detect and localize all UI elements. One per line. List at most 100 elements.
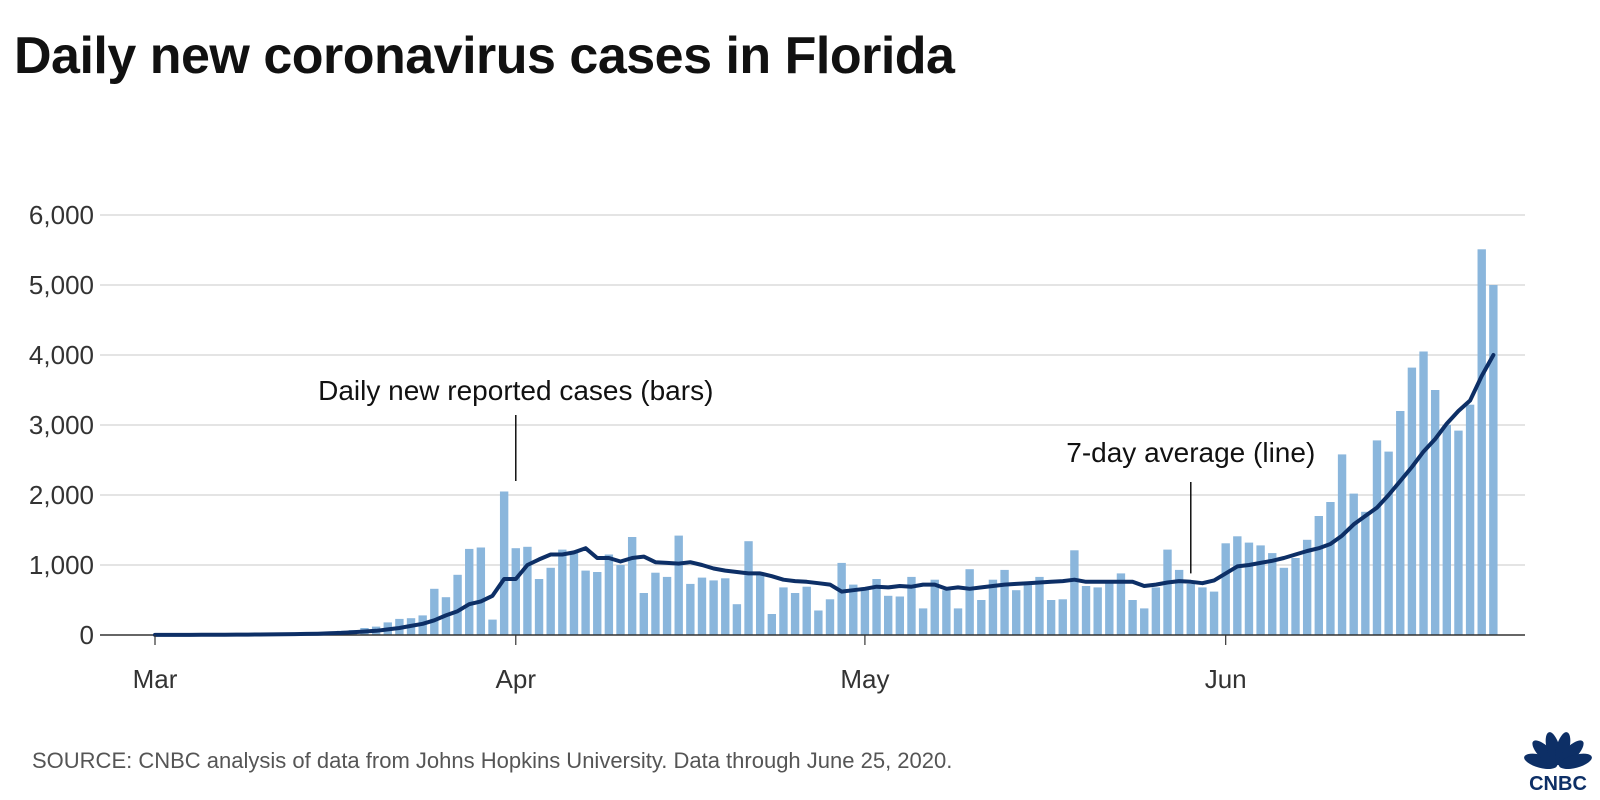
bar — [1023, 584, 1033, 635]
source-note: SOURCE: CNBC analysis of data from Johns… — [32, 748, 953, 773]
bar — [884, 595, 893, 635]
bar — [1349, 493, 1358, 635]
y-tick-label: 6,000 — [29, 200, 94, 230]
bar — [860, 587, 870, 635]
bar — [1419, 351, 1428, 635]
bar — [1105, 581, 1114, 635]
bar — [686, 583, 695, 635]
bar — [1430, 390, 1440, 635]
bar — [1337, 454, 1347, 635]
bar — [616, 565, 625, 635]
bar — [953, 608, 963, 635]
bar — [488, 619, 497, 635]
bar — [1140, 608, 1149, 635]
y-tick-label: 4,000 — [29, 340, 94, 370]
bar — [1256, 545, 1265, 635]
bar — [697, 577, 707, 635]
bar — [1314, 516, 1323, 635]
bar — [465, 548, 474, 635]
bar — [779, 587, 788, 635]
bar — [1407, 367, 1417, 635]
bar — [814, 610, 823, 635]
bar — [1489, 285, 1498, 635]
y-axis-tick-labels: 0 1,000 2,000 3,000 4,000 5,000 6,000 — [29, 200, 94, 650]
bar — [1291, 558, 1300, 635]
bar — [1081, 586, 1091, 635]
bar — [1046, 600, 1056, 635]
x-tick-label: May — [840, 664, 889, 694]
bar — [1454, 430, 1463, 635]
bar — [662, 576, 672, 635]
bar — [918, 608, 928, 635]
x-axis-tick-labels: Mar Apr May Jun — [133, 635, 1247, 694]
bar — [1477, 249, 1486, 636]
bar — [1279, 567, 1289, 635]
bar — [1012, 590, 1021, 635]
x-tick-label: Apr — [496, 664, 537, 694]
bar — [534, 579, 544, 635]
bar — [1174, 569, 1184, 635]
bar — [651, 572, 660, 635]
bar — [1070, 550, 1079, 635]
bar — [1244, 542, 1254, 635]
annotations: Daily new reported cases (bars) 7-day ave… — [318, 375, 1315, 574]
bar — [1302, 539, 1312, 635]
grid-lines — [100, 214, 1525, 566]
average-line — [153, 353, 1496, 637]
bar — [965, 569, 974, 635]
bar — [581, 570, 590, 635]
annotation-line-label: 7-day average (line) — [1066, 437, 1315, 468]
bar — [1093, 587, 1102, 635]
bar — [1000, 569, 1009, 635]
bar — [453, 574, 462, 635]
bar — [802, 586, 811, 635]
bar — [1035, 576, 1044, 635]
bar — [558, 549, 567, 635]
y-tick-label: 5,000 — [29, 270, 94, 300]
bar — [569, 551, 579, 635]
bar — [1186, 583, 1195, 635]
bar — [1116, 573, 1126, 635]
peacock-feather — [1558, 753, 1592, 770]
bar-series — [150, 249, 1498, 636]
bar — [837, 562, 846, 635]
cnbc-logo-text: CNBC — [1529, 773, 1587, 794]
bar — [1326, 502, 1335, 635]
peacock-feathers-icon — [1524, 732, 1592, 770]
bar — [767, 614, 776, 635]
bar — [1233, 536, 1242, 635]
bar — [639, 593, 648, 635]
bar — [1384, 451, 1393, 635]
bar — [511, 548, 520, 635]
bar — [721, 578, 730, 635]
bar — [1442, 425, 1451, 635]
bar — [907, 576, 916, 635]
x-tick-label: Mar — [133, 664, 178, 694]
bar — [1128, 600, 1137, 635]
average-line-series — [153, 353, 1496, 637]
bar — [1151, 587, 1161, 635]
bar — [604, 554, 614, 635]
bar — [546, 567, 555, 635]
bar — [1198, 587, 1207, 635]
y-tick-label: 3,000 — [29, 410, 94, 440]
bar — [942, 590, 951, 635]
bar — [1221, 543, 1230, 635]
bar — [744, 541, 753, 635]
bar — [930, 579, 939, 635]
bar — [849, 584, 858, 635]
y-tick-label: 1,000 — [29, 550, 94, 580]
bar — [1372, 440, 1382, 635]
y-tick-label: 0 — [80, 620, 94, 650]
bar — [627, 537, 637, 635]
bar — [755, 572, 765, 635]
bar — [977, 600, 986, 635]
bar — [476, 547, 486, 635]
bar — [1465, 404, 1475, 635]
y-tick-label: 2,000 — [29, 480, 94, 510]
bar — [732, 604, 742, 635]
bar — [523, 546, 532, 635]
bar — [872, 579, 881, 635]
bar — [1209, 591, 1219, 635]
